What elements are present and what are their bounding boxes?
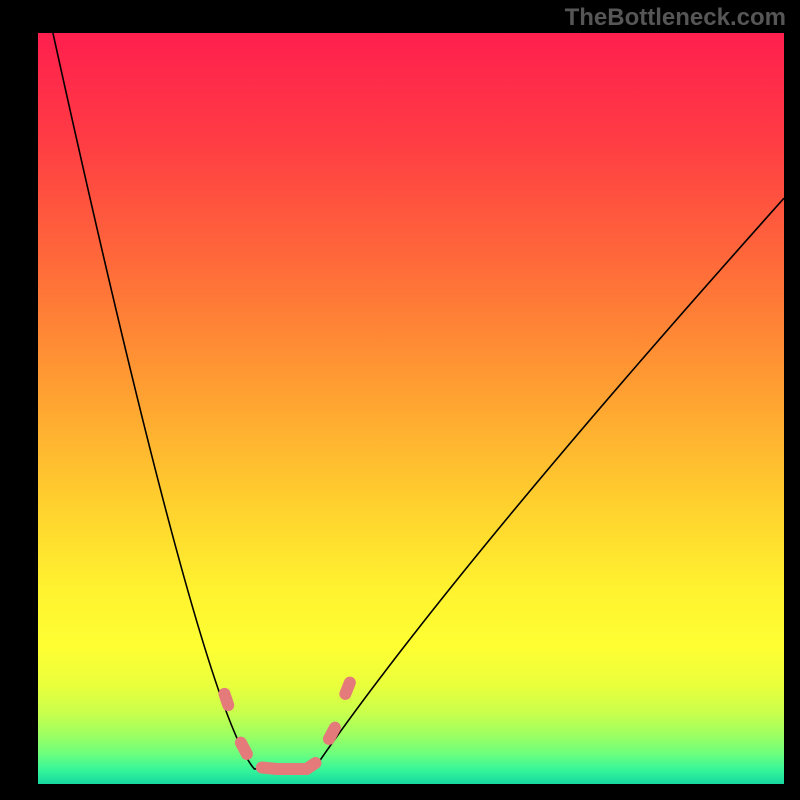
bottleneck-chart [38, 33, 784, 784]
gradient-background [38, 33, 784, 784]
chart-frame [0, 0, 800, 800]
valley-marker-segment [307, 763, 316, 769]
watermark-text: TheBottleneck.com [565, 4, 786, 32]
valley-marker-segment [345, 683, 349, 694]
valley-marker-segment [329, 728, 335, 739]
valley-marker-segment [241, 743, 247, 754]
valley-marker-segment [225, 694, 229, 705]
